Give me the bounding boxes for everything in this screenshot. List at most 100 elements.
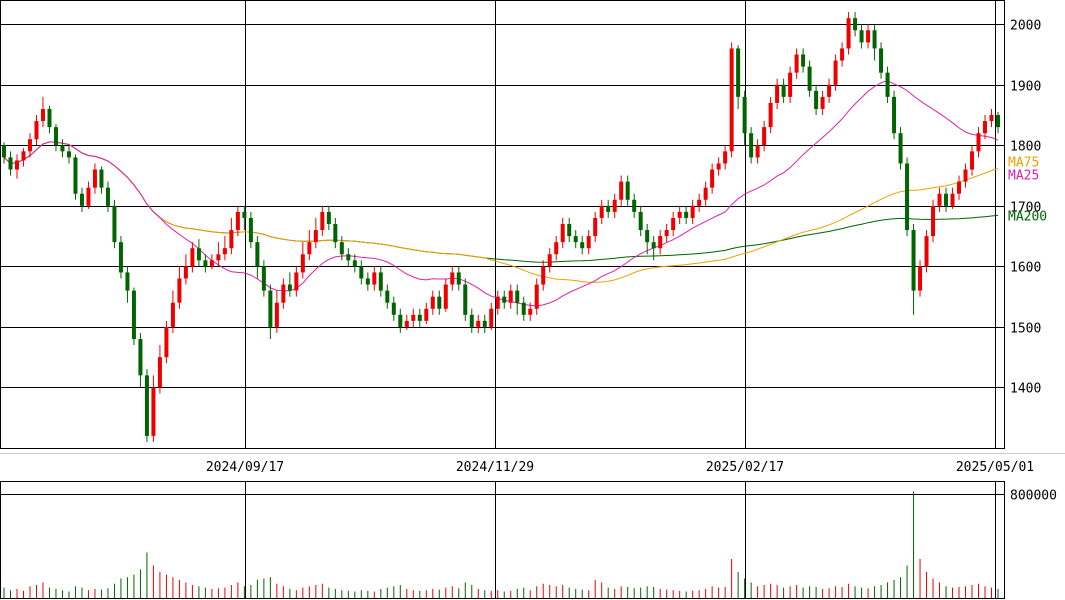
candle-body bbox=[957, 181, 962, 194]
date-tick-label: 2025/05/01 bbox=[956, 460, 1034, 475]
date-tick-label: 2024/09/17 bbox=[206, 460, 284, 475]
candle-body bbox=[976, 133, 981, 152]
candle-body bbox=[294, 272, 299, 291]
candle-body bbox=[775, 84, 780, 103]
price-tick-label: 1900 bbox=[1010, 80, 1041, 95]
candle-body bbox=[599, 205, 604, 218]
candle-body bbox=[274, 302, 279, 327]
candle-body bbox=[619, 181, 624, 200]
candle-body bbox=[807, 66, 812, 91]
candle-body bbox=[482, 320, 487, 327]
candle-body bbox=[372, 272, 377, 285]
candle-body bbox=[716, 163, 721, 170]
candle-body bbox=[658, 236, 663, 249]
candle-body bbox=[242, 211, 247, 218]
date-axis: 2024/09/17 2024/11/29 2025/02/17 2025/05/01 bbox=[206, 460, 1034, 475]
candle-body bbox=[66, 151, 71, 158]
candle-body bbox=[697, 199, 702, 206]
candle-body bbox=[99, 169, 104, 188]
price-panel-border bbox=[0, 0, 1005, 449]
candle-body bbox=[138, 339, 143, 376]
candle-body bbox=[404, 320, 409, 327]
candle-body bbox=[983, 121, 988, 134]
candle-body bbox=[47, 108, 52, 128]
candle-body bbox=[684, 211, 689, 218]
price-tick-label: 1500 bbox=[1010, 322, 1041, 337]
candle-body bbox=[40, 108, 45, 122]
candle-body bbox=[781, 84, 786, 97]
candle-body bbox=[118, 242, 123, 273]
candle-body bbox=[586, 236, 591, 249]
ma200-label: MA200 bbox=[1008, 209, 1047, 224]
ma25-line-group bbox=[3, 80, 999, 307]
price-tick-label: 1600 bbox=[1010, 261, 1041, 276]
ma25-line bbox=[3, 80, 999, 307]
candle-body bbox=[209, 260, 214, 267]
candle-body bbox=[378, 272, 383, 291]
candle-body bbox=[235, 211, 240, 231]
candle-body bbox=[190, 248, 195, 267]
candle-body bbox=[944, 193, 949, 206]
candle-body bbox=[281, 284, 286, 303]
candle-body bbox=[534, 284, 539, 309]
candle-body bbox=[164, 326, 169, 358]
volume-panel-border bbox=[0, 481, 1005, 599]
price-axis: 2000 1900 1800 1700 1600 1500 1400 bbox=[1010, 19, 1041, 397]
candlestick-series bbox=[2, 12, 1000, 442]
candle-body bbox=[443, 284, 448, 309]
candle-body bbox=[723, 151, 728, 164]
candle-body bbox=[898, 133, 903, 164]
candle-body bbox=[794, 54, 799, 73]
candle-body bbox=[820, 96, 825, 109]
candle-body bbox=[625, 181, 630, 200]
candle-body bbox=[612, 199, 617, 212]
candle-body bbox=[833, 60, 838, 85]
candle-body bbox=[768, 102, 773, 128]
candle-body bbox=[333, 224, 338, 243]
ma75-line-group bbox=[3, 141, 999, 283]
candle-body bbox=[918, 266, 923, 291]
candle-body bbox=[651, 242, 656, 249]
candle-body bbox=[34, 121, 39, 140]
candle-body bbox=[346, 254, 351, 261]
candle-body bbox=[495, 296, 500, 309]
candle-body bbox=[879, 48, 884, 73]
candle-body bbox=[645, 230, 650, 243]
volume-series bbox=[3, 491, 999, 598]
candle-body bbox=[950, 193, 955, 206]
ma75-label: MA75 bbox=[1008, 155, 1039, 170]
candle-body bbox=[2, 145, 6, 158]
price-tick-label: 1700 bbox=[1010, 201, 1041, 216]
candle-body bbox=[528, 308, 533, 315]
candle-body bbox=[606, 205, 611, 212]
candle-body bbox=[703, 187, 708, 200]
candle-body bbox=[320, 211, 325, 231]
ma25-label: MA25 bbox=[1008, 168, 1039, 183]
candle-body bbox=[827, 84, 832, 97]
candle-body bbox=[417, 314, 422, 321]
candle-body bbox=[229, 230, 234, 249]
candle-body bbox=[216, 254, 221, 261]
candle-body bbox=[749, 133, 754, 158]
candle-body bbox=[521, 302, 526, 315]
candle-body bbox=[430, 296, 435, 309]
candle-body bbox=[352, 260, 357, 267]
candle-body bbox=[515, 290, 520, 303]
candle-body bbox=[450, 272, 455, 285]
candle-body bbox=[508, 290, 513, 303]
candle-body bbox=[846, 18, 851, 49]
price-tick-label: 1400 bbox=[1010, 382, 1041, 397]
candle-body bbox=[255, 242, 260, 267]
candle-body bbox=[463, 284, 468, 315]
candle-body bbox=[359, 266, 364, 279]
candle-body bbox=[86, 187, 91, 206]
candle-body bbox=[762, 127, 767, 146]
candle-body bbox=[424, 308, 429, 321]
candle-body bbox=[567, 224, 572, 237]
candle-body bbox=[307, 242, 312, 255]
candle-body bbox=[638, 211, 643, 231]
candle-body bbox=[268, 290, 273, 327]
candle-body bbox=[437, 296, 442, 309]
candle-body bbox=[125, 272, 130, 291]
